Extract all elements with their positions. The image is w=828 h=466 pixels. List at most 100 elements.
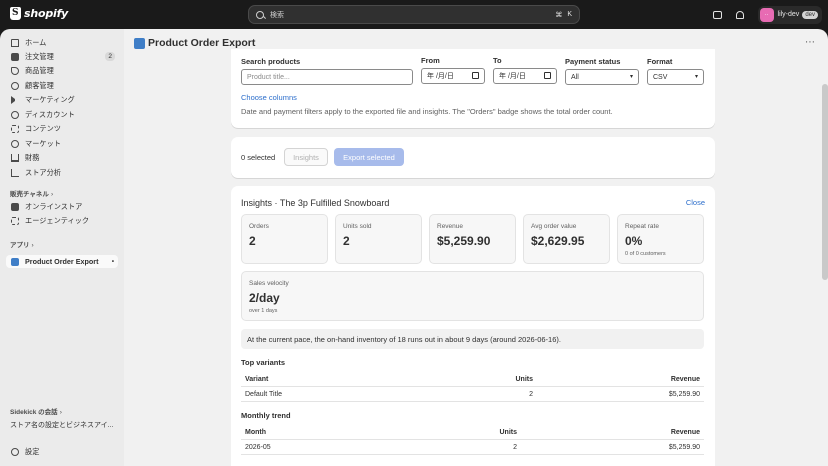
chevron-down-icon: ▾ <box>629 74 633 80</box>
global-search-input[interactable]: 検索 ⌘ K <box>248 5 580 24</box>
filters-card: Search products Product title... From 年 … <box>231 49 715 128</box>
shopify-bag-icon <box>10 7 21 20</box>
stat-orders: Orders 2 <box>241 214 328 264</box>
sidekick-heading[interactable]: Sidekick の会話 › <box>10 406 62 416</box>
table-cell: $5,259.90 <box>668 390 700 398</box>
table-cell: $5,259.90 <box>668 443 700 451</box>
scrollbar[interactable] <box>822 84 828 280</box>
from-date-input[interactable]: 年 /月/日 <box>421 68 485 84</box>
column-header: Revenue <box>670 375 700 383</box>
top-bar: shopify 検索 ⌘ K ·· lily-dev dev <box>0 0 828 29</box>
payment-status-value: All <box>571 73 579 81</box>
format-value: CSV <box>653 73 668 81</box>
sidebar-item-customers[interactable]: 顧客管理 <box>6 79 118 92</box>
chevron-right-icon: › <box>31 242 34 249</box>
to-date-value: 年 /月/日 <box>499 73 526 80</box>
apps-label: アプリ <box>10 242 30 249</box>
stat-value: 2 <box>343 234 350 248</box>
actions-card: 0 selected Insights Export selected <box>231 137 715 178</box>
sidebar-item-orders[interactable]: 注文管理 2 <box>6 50 118 63</box>
page-header: Product Order Export <box>134 37 255 49</box>
sidebar-item-settings[interactable]: 設定 <box>6 445 118 458</box>
sidebar-item-agentic[interactable]: エージェンティック <box>6 214 118 227</box>
sidebar-item-label: 設定 <box>25 446 40 456</box>
avatar: ·· <box>759 7 774 22</box>
gear-icon <box>11 447 19 456</box>
sidebar-item-products[interactable]: 商品管理 <box>6 64 118 77</box>
format-select[interactable]: CSV ▾ <box>647 69 704 85</box>
sidebar-item-markets[interactable]: マーケット <box>6 137 118 150</box>
insights-title: Insights · The 3p Fulfilled Snowboard <box>241 198 390 208</box>
monthly-trend-table: Month Units Revenue 2026-05 2 $5,259.90 <box>241 425 704 455</box>
user-menu[interactable]: ·· lily-dev dev <box>757 5 822 24</box>
search-placeholder: 検索 <box>270 11 284 19</box>
export-selected-button[interactable]: Export selected <box>334 148 404 166</box>
sidebar-item-label: ディスカウント <box>25 109 75 119</box>
apps-heading[interactable]: アプリ › <box>10 239 34 249</box>
page-title: Product Order Export <box>148 37 256 49</box>
sidebar-item-content[interactable]: コンテンツ <box>6 122 118 135</box>
shopify-logo[interactable]: shopify <box>10 7 68 20</box>
store-icon[interactable] <box>712 10 722 19</box>
sidebar-item-marketing[interactable]: マーケティング <box>6 93 118 106</box>
velocity-sub: over 1 days <box>249 308 278 314</box>
product-search-input[interactable]: Product title... <box>241 69 413 85</box>
chevron-right-icon: › <box>50 191 54 198</box>
calendar-icon[interactable] <box>472 72 479 79</box>
table-header-row: Variant Units Revenue <box>241 372 704 387</box>
top-variants-title: Top variants <box>241 358 286 367</box>
bell-icon[interactable] <box>735 10 744 19</box>
column-header: Units <box>515 375 534 383</box>
sidebar-item-label: エージェンティック <box>25 215 90 225</box>
insights-button[interactable]: Insights <box>284 148 328 166</box>
sidebar-item-home[interactable]: ホーム <box>6 36 118 49</box>
to-date-input[interactable]: 年 /月/日 <box>493 68 557 84</box>
orders-count-badge: 2 <box>105 52 115 61</box>
stat-revenue: Revenue $5,259.90 <box>429 214 516 264</box>
orders-icon <box>11 52 19 61</box>
chart-icon <box>11 168 19 177</box>
calendar-icon[interactable] <box>544 72 551 79</box>
payment-status-select[interactable]: All ▾ <box>565 69 639 85</box>
stat-label: Repeat rate <box>625 223 659 230</box>
selected-count: 0 selected <box>241 153 276 162</box>
from-label: From <box>421 56 440 65</box>
choose-columns-link[interactable]: Choose columns <box>241 93 297 102</box>
top-bar-actions: ·· lily-dev dev <box>712 0 828 29</box>
sidekick-label: Sidekick の会話 <box>10 409 58 416</box>
sidekick-conversation-label: ストア名の設定とビジネスアイ... <box>10 421 114 429</box>
sidekick-conversation-item[interactable]: ストア名の設定とビジネスアイ... <box>6 418 118 431</box>
sidebar: ホーム 注文管理 2 商品管理 顧客管理 マーケティング ディスカウント コンテン… <box>0 29 124 466</box>
close-insights-button[interactable]: Close <box>685 198 705 207</box>
content-icon <box>11 124 19 133</box>
more-options-icon[interactable]: ⋯ <box>805 37 816 48</box>
pin-icon[interactable]: • <box>111 258 114 265</box>
stat-label: Avg order value <box>531 223 577 230</box>
main-content: Product Order Export ⋯ Search products P… <box>124 29 828 466</box>
stat-sub: 0 of 0 customers <box>625 251 666 257</box>
sales-channels-heading[interactable]: 販売チャネル › <box>10 188 53 198</box>
user-name: lily-dev <box>777 11 800 18</box>
person-icon <box>11 81 19 90</box>
sidebar-item-label: 商品管理 <box>25 65 54 75</box>
sidebar-item-product-order-export[interactable]: Product Order Export • <box>6 255 118 268</box>
search-products-label: Search products <box>241 57 301 66</box>
table-header-row: Month Units Revenue <box>241 425 704 440</box>
sales-velocity-panel: Sales velocity 2/day over 1 days <box>241 271 704 321</box>
sidebar-item-online-store[interactable]: オンラインストア <box>6 200 118 213</box>
chevron-down-icon: ▾ <box>694 74 698 80</box>
store-icon <box>11 202 19 211</box>
column-header: Units <box>499 428 518 436</box>
chevron-right-icon: › <box>59 409 62 416</box>
sidebar-item-discounts[interactable]: ディスカウント <box>6 108 118 121</box>
column-header: Month <box>245 428 266 436</box>
stat-label: Revenue <box>437 223 464 230</box>
from-date-value: 年 /月/日 <box>427 73 454 80</box>
logo-text: shopify <box>24 7 69 20</box>
sidebar-item-analytics[interactable]: ストア分析 <box>6 166 118 179</box>
velocity-value: 2/day <box>249 291 280 305</box>
sidebar-item-finance[interactable]: 財務 <box>6 151 118 164</box>
home-icon <box>11 38 19 47</box>
stat-value: $5,259.90 <box>437 234 491 248</box>
inventory-forecast: At the current pace, the on-hand invento… <box>241 329 704 349</box>
